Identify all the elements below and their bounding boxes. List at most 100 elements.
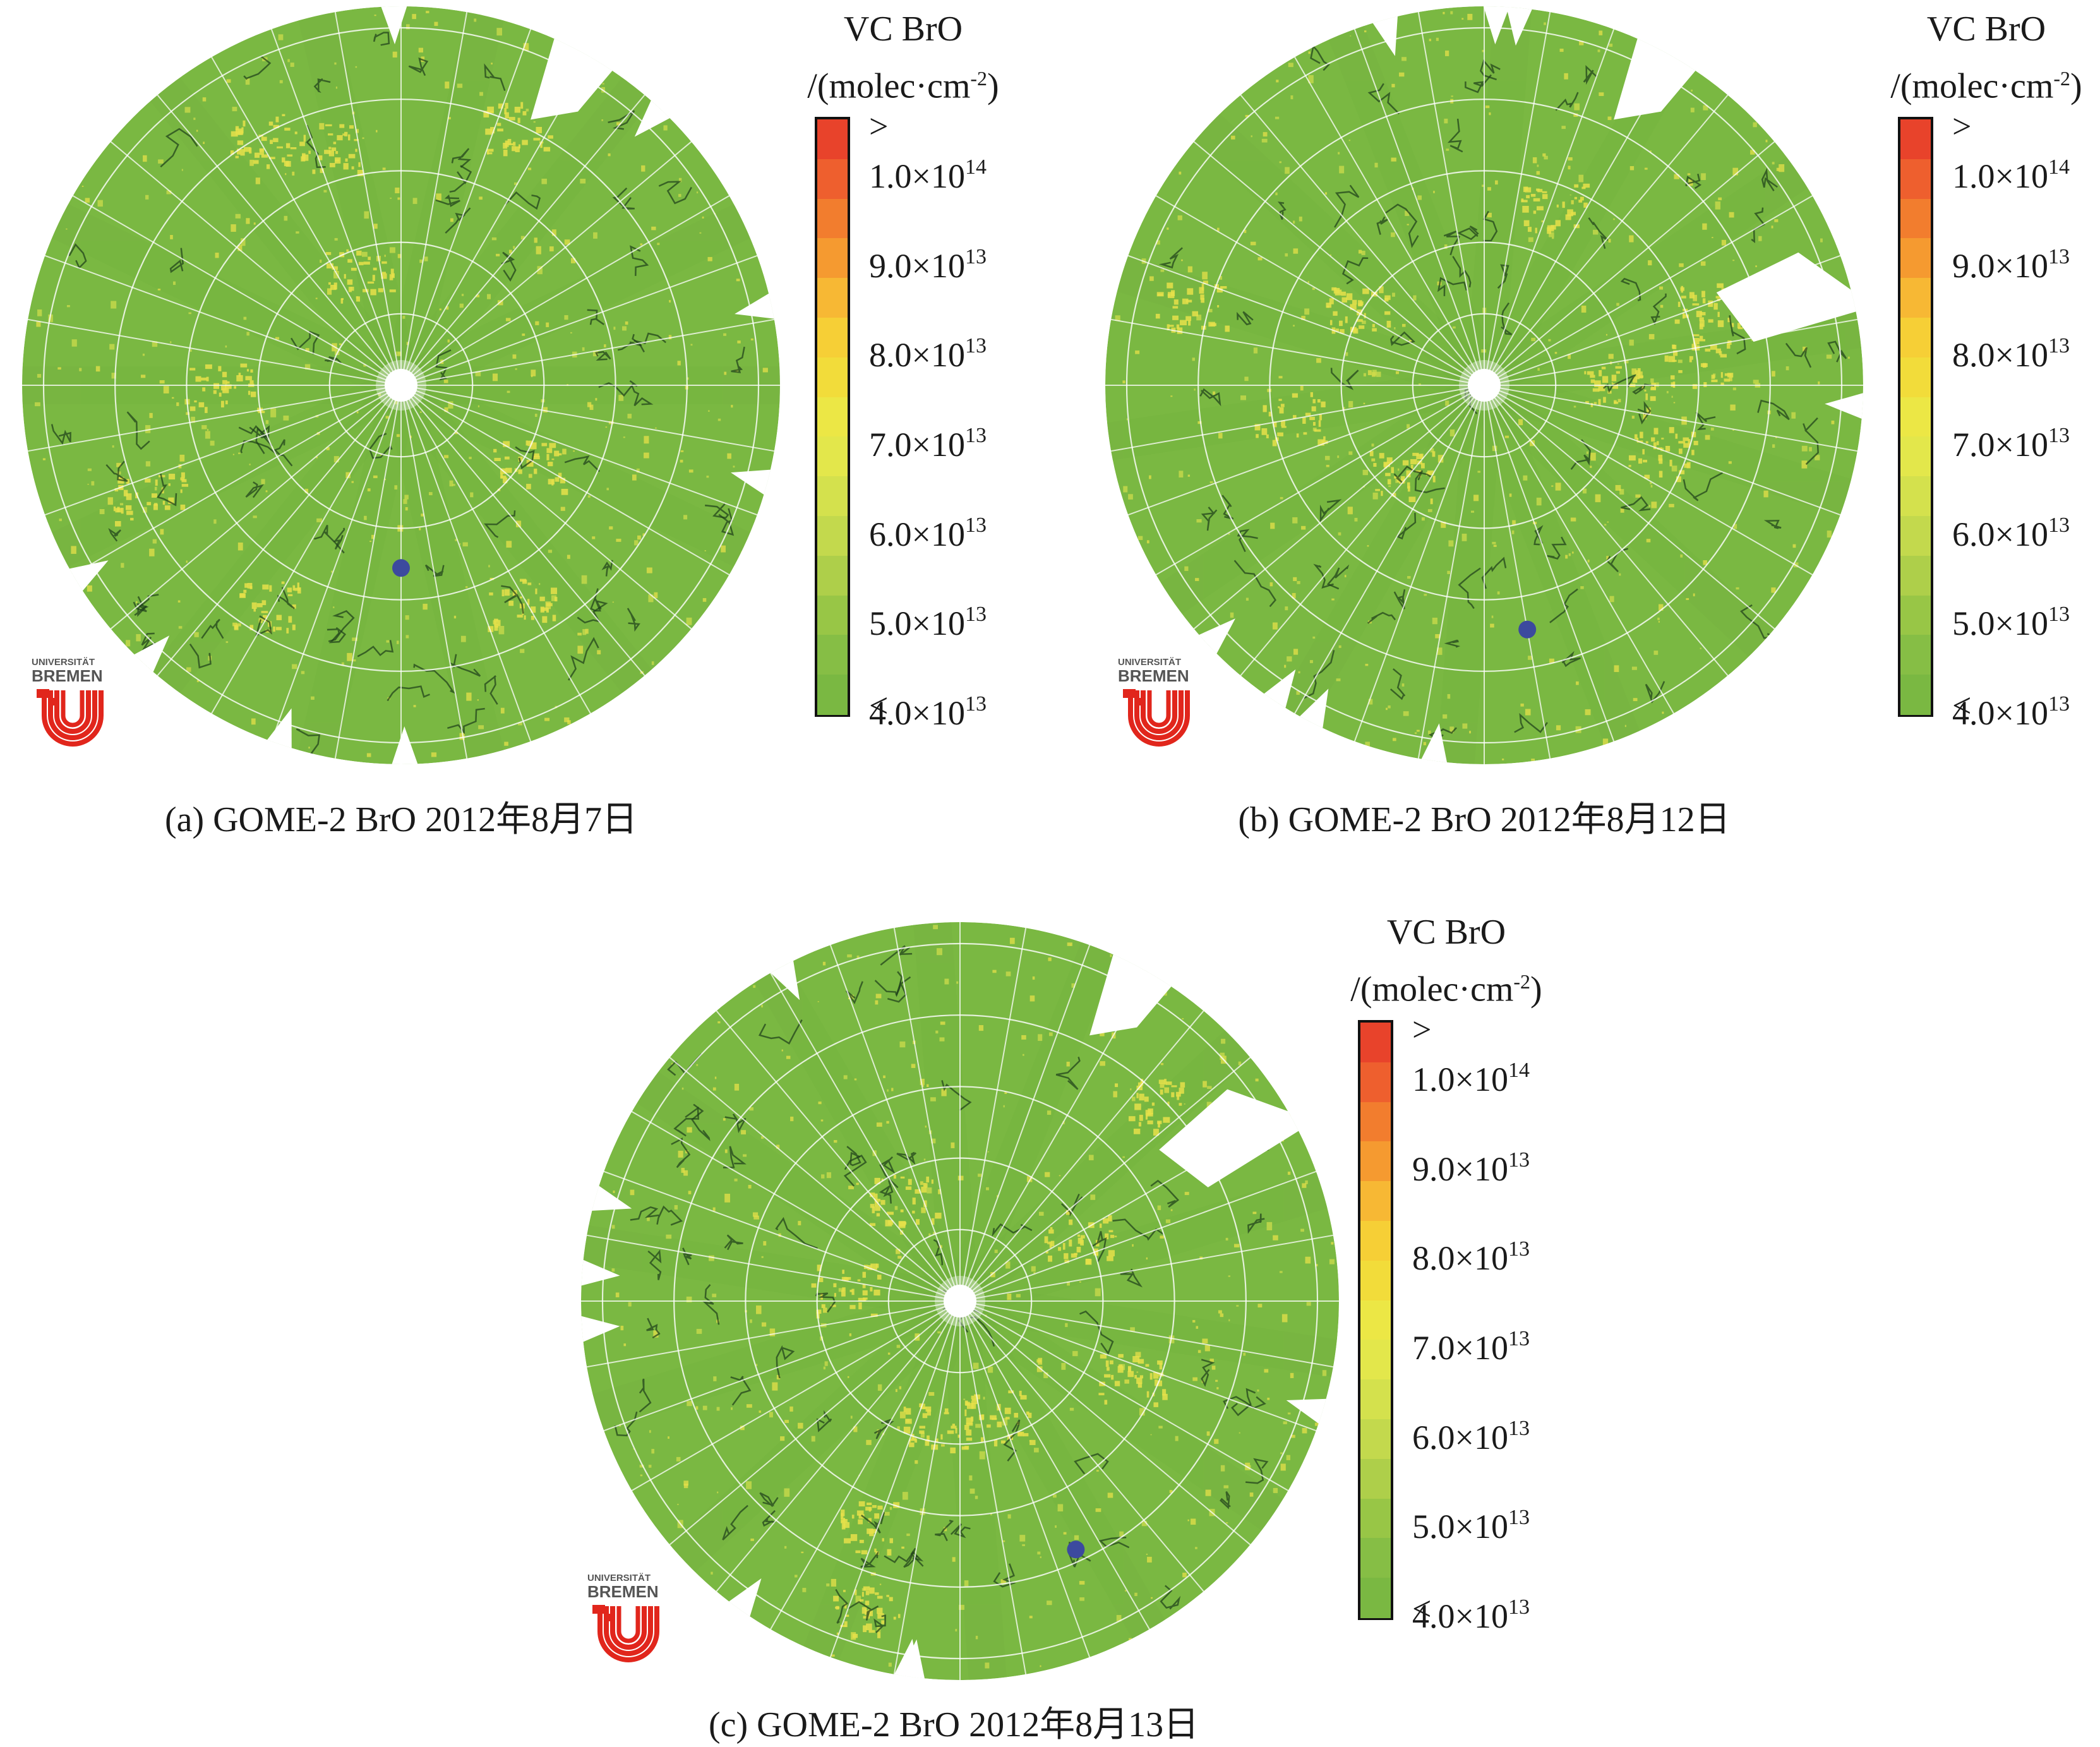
- hotspot-pixel: [920, 1403, 925, 1410]
- hotspot-pixel: [577, 645, 584, 654]
- hotspot-pixel: [931, 1218, 935, 1225]
- coastline-segment: [873, 1614, 886, 1633]
- hotspot-pixel: [1049, 1241, 1052, 1248]
- meridian-line: [157, 385, 402, 676]
- hotspot-pixel: [1485, 105, 1490, 109]
- hotspot-pixel: [424, 256, 428, 261]
- hotspot-pixel: [1245, 597, 1249, 601]
- hotspot-pixel: [288, 616, 292, 623]
- hotspot-pixel: [1061, 1362, 1066, 1370]
- hotspot-pixel: [1305, 1180, 1308, 1184]
- hotspot-pixel: [966, 1429, 972, 1436]
- hotspot-pixel: [1720, 382, 1724, 386]
- hotspot-pixel: [503, 477, 508, 484]
- hotspot-pixel: [1005, 1417, 1010, 1420]
- hotspot-pixel: [546, 448, 553, 453]
- hotspot-pixel: [1608, 354, 1614, 359]
- hotspot-pixel: [452, 484, 455, 486]
- hotspot-pixel: [1118, 1364, 1123, 1368]
- hotspot-pixel: [1477, 471, 1481, 473]
- hotspot-pixel: [352, 637, 358, 641]
- hotspot-pixel: [1568, 553, 1571, 556]
- hotspot-pixel: [1290, 95, 1293, 100]
- hotspot-pixel: [268, 157, 275, 159]
- hotspot-pixel: [1238, 1061, 1242, 1066]
- hotspot-pixel: [500, 475, 507, 479]
- hotspot-pixel: [488, 565, 490, 568]
- hotspot-pixel: [1407, 576, 1411, 579]
- swath-band: [1314, 6, 1502, 392]
- meridian-line: [716, 1300, 961, 1592]
- hotspot-pixel: [748, 1185, 752, 1189]
- hotspot-pixel: [1164, 1087, 1170, 1093]
- hotspot-pixel: [287, 154, 293, 157]
- hotspot-pixel: [413, 705, 416, 707]
- coastline-segment: [762, 1510, 776, 1527]
- hotspot-pixel: [125, 505, 132, 510]
- hotspot-pixel: [1280, 1452, 1283, 1455]
- hotspot-pixel: [1104, 1374, 1111, 1378]
- hotspot-pixel: [1432, 617, 1437, 625]
- coastline-segment: [277, 587, 295, 609]
- hotspot-pixel: [1726, 343, 1731, 349]
- map-disc: [1105, 6, 1863, 764]
- hotspot-pixel: [931, 1138, 936, 1144]
- hotspot-pixel: [1004, 1091, 1007, 1095]
- coastline-segment: [671, 1137, 691, 1168]
- hotspot-pixel: [756, 1305, 762, 1314]
- hotspot-pixel: [560, 507, 565, 511]
- hotspot-pixel: [558, 453, 562, 455]
- hotspot-pixel: [1585, 709, 1591, 716]
- hotspot-pixel: [928, 1392, 935, 1396]
- hotspot-pixel: [287, 594, 293, 596]
- hotspot-pixel: [1619, 489, 1624, 495]
- hotspot-pixel: [1003, 1105, 1005, 1108]
- hotspot-pixel: [727, 453, 731, 459]
- hotspot-pixel: [358, 261, 364, 265]
- hotspot-pixel: [292, 171, 295, 176]
- hotspot-pixel: [419, 527, 421, 531]
- hotspot-pixel: [477, 405, 480, 407]
- hotspot-pixel: [630, 1189, 635, 1196]
- hotspot-pixel: [1771, 587, 1776, 593]
- hotspot-pixel: [1197, 421, 1202, 424]
- hotspot-pixel: [530, 442, 537, 450]
- hotspot-pixel: [1214, 1439, 1219, 1444]
- hotspot-pixel: [381, 272, 386, 274]
- meridian-line: [1193, 141, 1485, 386]
- hotspot-pixel: [1195, 1547, 1197, 1549]
- hotspot-pixel: [1653, 651, 1659, 655]
- hotspot-pixel: [1420, 463, 1425, 469]
- north-pole-glow: [944, 1285, 976, 1318]
- hotspot-pixel: [1559, 49, 1564, 52]
- meridian-line: [400, 385, 775, 452]
- hotspot-pixel: [1316, 358, 1321, 363]
- hotspot-pixel: [459, 543, 461, 545]
- hotspot-pixel: [230, 150, 234, 155]
- colorbar-tick-label: 7.0×1013: [869, 424, 987, 464]
- hotspot-pixel: [346, 249, 349, 252]
- swath-band: [641, 1287, 973, 1599]
- hotspot-pixel: [723, 1118, 726, 1121]
- hotspot-pixel: [483, 111, 489, 117]
- hotspot-pixel: [386, 640, 390, 643]
- swath-band: [386, 47, 676, 397]
- hotspot-pixel: [1171, 1092, 1175, 1098]
- hotspot-pixel: [1231, 135, 1235, 140]
- hotspot-pixel: [455, 431, 459, 435]
- hotspot-pixel: [1067, 942, 1072, 946]
- hotspot-pixel: [1050, 1240, 1055, 1247]
- colorbar-segment: [1900, 238, 1931, 279]
- hotspot-pixel: [261, 154, 268, 158]
- hotspot-pixel: [1184, 566, 1189, 571]
- hotspot-pixel: [908, 1439, 911, 1443]
- coastline-segment: [590, 588, 602, 612]
- hotspot-pixel: [1146, 1257, 1148, 1260]
- hotspot-pixel: [226, 381, 230, 384]
- hotspot-pixel: [1693, 440, 1698, 445]
- colorbar-tick-label: 1.0×1014: [1412, 1059, 1530, 1098]
- swath-band: [581, 1219, 963, 1320]
- hotspot-pixel: [1656, 441, 1659, 445]
- hotspot-pixel: [1292, 592, 1296, 599]
- hotspot-pixel: [373, 475, 378, 479]
